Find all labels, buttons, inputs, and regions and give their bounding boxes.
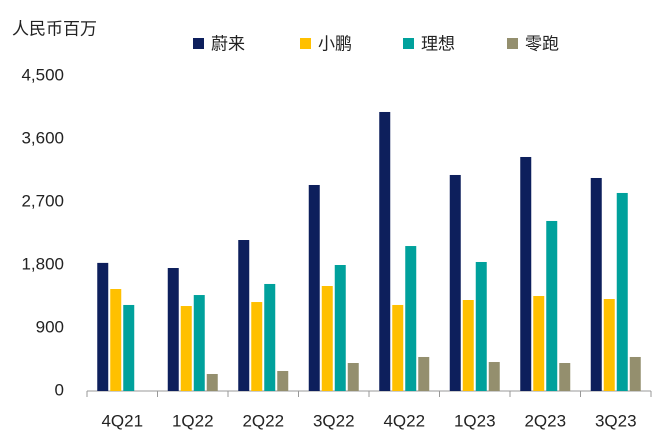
y-tick-label: 1,800 xyxy=(21,254,64,273)
bar xyxy=(603,299,615,391)
y-tick-label: 4,500 xyxy=(21,65,64,84)
legend-label: 小鹏 xyxy=(318,34,352,53)
x-tick-label: 4Q22 xyxy=(383,411,425,430)
bar xyxy=(546,220,558,391)
legend-label: 蔚来 xyxy=(211,34,245,53)
x-tick-label: 3Q22 xyxy=(313,411,355,430)
bar xyxy=(462,300,474,391)
legend-swatch xyxy=(300,38,311,49)
bar xyxy=(334,265,346,391)
bar xyxy=(264,283,276,391)
bar xyxy=(167,268,179,391)
bar xyxy=(379,111,391,391)
bar xyxy=(418,356,430,391)
legend-swatch xyxy=(403,38,414,49)
legend-label: 理想 xyxy=(421,34,455,53)
bar xyxy=(392,304,404,391)
bar xyxy=(251,302,263,391)
y-tick-label: 900 xyxy=(36,317,64,336)
x-tick-label: 3Q23 xyxy=(595,411,637,430)
bar xyxy=(590,177,602,391)
bar xyxy=(123,304,135,391)
bar xyxy=(475,261,487,391)
legend-swatch xyxy=(507,38,518,49)
x-tick-label: 1Q23 xyxy=(454,411,496,430)
bar xyxy=(321,286,333,391)
y-tick-label: 2,700 xyxy=(21,191,64,210)
bar xyxy=(110,289,122,391)
x-tick-label: 1Q22 xyxy=(172,411,214,430)
bar xyxy=(308,184,320,391)
bar xyxy=(616,192,628,391)
y-axis-label: 人民币百万 xyxy=(12,19,97,38)
bar xyxy=(97,262,109,391)
bar xyxy=(520,156,532,391)
legend-swatch xyxy=(193,38,204,49)
bar xyxy=(206,373,218,391)
bar xyxy=(347,363,359,391)
x-tick-label: 4Q21 xyxy=(101,411,143,430)
y-tick-label: 0 xyxy=(55,380,64,399)
y-tick-label: 3,600 xyxy=(21,128,64,147)
bar xyxy=(533,296,545,391)
bar xyxy=(238,240,250,391)
bar xyxy=(559,363,571,391)
bar xyxy=(449,174,461,391)
bar xyxy=(488,362,500,391)
legend-label: 零跑 xyxy=(525,34,559,53)
bar xyxy=(405,246,417,391)
bar xyxy=(193,295,205,391)
bar xyxy=(629,356,641,391)
x-tick-label: 2Q22 xyxy=(242,411,284,430)
x-tick-label: 2Q23 xyxy=(524,411,566,430)
bar xyxy=(277,370,289,391)
bar xyxy=(180,306,192,391)
